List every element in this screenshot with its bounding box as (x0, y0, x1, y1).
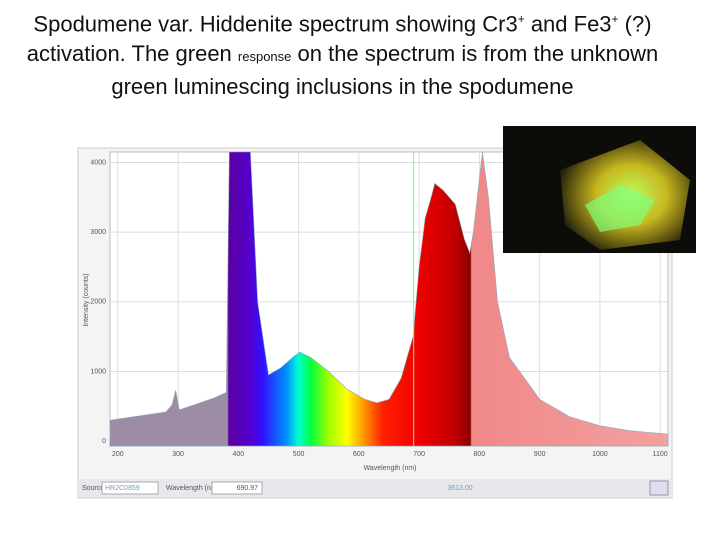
source-value: HR2C0859 (105, 485, 140, 492)
wavelength-value: 690.97 (237, 485, 259, 492)
y-tick-label: 2000 (90, 299, 106, 306)
caption-part: + (611, 12, 619, 26)
x-tick-label: 600 (353, 451, 365, 458)
x-tick-label: 400 (233, 451, 245, 458)
x-tick-label: 700 (413, 451, 425, 458)
x-axis-label: Wavelength (nm) (363, 465, 416, 472)
tool-button[interactable] (649, 480, 669, 496)
x-tick-label: 300 (172, 451, 184, 458)
gem-inclusion (585, 185, 655, 232)
wavelength-label: Wavelength (nm): (166, 485, 221, 492)
y-tick-label: 3000 (90, 229, 106, 236)
caption-part: + (517, 12, 525, 26)
x-tick-label: 500 (293, 451, 305, 458)
caption-part: on the spectrum is from the unknown gree… (111, 41, 659, 100)
reading: 3613.00 (447, 485, 472, 492)
caption: Spodumene var. Hiddenite spectrum showin… (20, 4, 665, 102)
caption-part: response (237, 49, 292, 65)
spectrum-area (109, 151, 669, 447)
wavelength-field[interactable] (211, 481, 263, 495)
x-tick-label: 900 (534, 451, 546, 458)
source-label: Source: (82, 485, 106, 492)
x-tick-label: 200 (112, 451, 124, 458)
y-axis-label: Intensity (counts) (83, 273, 90, 326)
caption-part: Spodumene var. Hiddenite spectrum showin… (33, 11, 518, 37)
y-tick-label: 4000 (90, 159, 106, 166)
caption-part: and Fe3 (524, 11, 612, 37)
x-tick-label: 800 (474, 451, 486, 458)
x-tick-label: 1100 (653, 451, 668, 458)
y-tick-label: 0 (102, 438, 106, 445)
y-tick-label: 1000 (90, 368, 106, 375)
x-tick-label: 1000 (592, 451, 608, 458)
source-dropdown[interactable] (101, 481, 159, 495)
caption-part: (?) activation. The green (26, 11, 652, 67)
